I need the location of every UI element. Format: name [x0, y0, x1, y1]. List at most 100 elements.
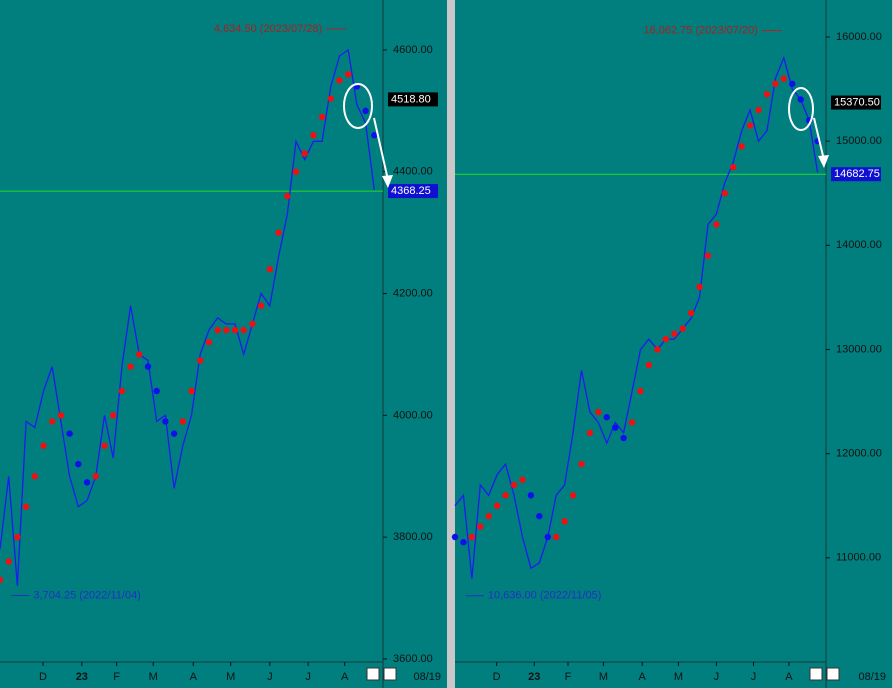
trend-dot	[153, 387, 160, 395]
trend-dot	[223, 326, 230, 334]
trend-dot	[645, 361, 653, 369]
arrow-shaft	[813, 117, 825, 161]
x-tick-label: A	[190, 671, 198, 683]
trend-dot	[738, 143, 745, 150]
y-tick-label: 16000.00	[836, 31, 882, 43]
x-tick-label: F	[113, 671, 120, 683]
highlight-circle	[343, 83, 373, 129]
zoom-tool-icon	[826, 667, 840, 681]
trend-dot	[578, 460, 585, 468]
last-price-label: 14682.75	[834, 168, 880, 180]
y-tick-label: 13000.00	[836, 343, 882, 355]
trend-dot	[257, 302, 265, 309]
trend-dot	[31, 473, 39, 480]
trend-dot	[136, 351, 143, 358]
last-price-box	[831, 167, 881, 182]
trend-dot	[318, 113, 326, 121]
trend-dot	[249, 320, 256, 328]
trend-dot	[451, 533, 459, 541]
trend-dot	[371, 132, 378, 139]
trend-dot	[118, 387, 126, 395]
trend-dot	[66, 430, 73, 437]
x-tick-label: D	[493, 671, 501, 683]
trend-dot	[310, 132, 317, 139]
last-price-label: 4368.25	[391, 185, 431, 197]
x-tick-label: A	[785, 671, 793, 683]
y-tick-label: 14000.00	[836, 239, 882, 251]
trend-dot	[721, 190, 729, 197]
x-tick-label: J	[267, 671, 273, 683]
trend-dot	[671, 330, 678, 338]
axis-area	[383, 0, 447, 688]
axis-area	[826, 0, 892, 688]
high-label: 16,062.75 (2023/07/20)	[643, 24, 757, 36]
trend-dot	[502, 492, 509, 499]
trend-dot	[162, 418, 169, 425]
trend-dot	[460, 539, 467, 546]
trend-dot	[188, 387, 195, 395]
trend-dot	[205, 339, 213, 346]
trend-dot	[789, 80, 796, 88]
y-tick-label: 3600.00	[393, 653, 433, 665]
trend-dot	[266, 265, 274, 273]
trend-dot	[0, 576, 4, 583]
x-tick-label: 23	[76, 671, 88, 683]
x-tick-label: J	[751, 671, 757, 683]
trend-dot	[704, 252, 712, 259]
x-tick-label: A	[639, 671, 647, 683]
x-tick-label: 23	[528, 671, 540, 683]
trend-dot	[612, 424, 619, 431]
trend-dot	[485, 512, 492, 520]
price-line	[0, 48, 375, 586]
trend-dot	[197, 357, 204, 364]
trend-dot	[477, 523, 484, 530]
x-tick-label: F	[565, 671, 572, 683]
trend-price-label: 15370.50	[834, 96, 880, 108]
arrow-shaft	[373, 117, 389, 181]
low-label: 10,636.00 (2022/11/05)	[488, 590, 602, 602]
date-label: 08/19	[858, 671, 886, 683]
trend-dot	[362, 107, 369, 115]
trend-dot	[797, 96, 804, 103]
x-tick-label: M	[674, 671, 683, 683]
price-line	[454, 55, 819, 579]
trend-dot	[101, 442, 108, 449]
trend-dot	[755, 106, 762, 114]
trend-dot	[109, 412, 117, 419]
trend-dot	[5, 558, 12, 565]
trend-dot	[510, 481, 518, 489]
trend-dot	[292, 168, 300, 175]
x-tick-label: D	[39, 671, 47, 683]
arrow-head	[818, 155, 829, 168]
trend-dot	[327, 95, 334, 102]
trend-dot	[603, 414, 610, 421]
trend-dot	[662, 335, 669, 343]
low-label: 3,704.25 (2022/11/04)	[33, 589, 140, 601]
trend-price-label: 4518.80	[391, 93, 431, 105]
trend-dot	[49, 418, 56, 425]
trend-dot	[730, 163, 737, 171]
x-tick-label: J	[305, 671, 311, 683]
y-tick-label: 4000.00	[393, 409, 433, 421]
trend-dot	[713, 221, 720, 228]
trend-dot	[22, 503, 30, 510]
y-tick-label: 3800.00	[393, 531, 433, 543]
y-tick-label: 15000.00	[836, 135, 882, 147]
x-tick-label: J	[714, 671, 720, 683]
trend-dot	[561, 518, 568, 525]
date-label: 08/19	[413, 671, 441, 683]
trend-dot	[231, 326, 239, 334]
trend-dot	[127, 363, 134, 370]
y-tick-label: 11000.00	[836, 552, 881, 564]
trend-dot	[493, 502, 501, 509]
arrow-head	[382, 175, 393, 188]
trend-dot	[595, 408, 602, 416]
trend-dot	[75, 460, 82, 468]
draw-tool-icon	[366, 667, 380, 681]
last-price-box	[388, 184, 438, 199]
trend-dot	[536, 512, 543, 520]
trend-dot	[275, 229, 282, 236]
highlight-circle	[788, 87, 814, 131]
trend-dot	[637, 387, 644, 395]
